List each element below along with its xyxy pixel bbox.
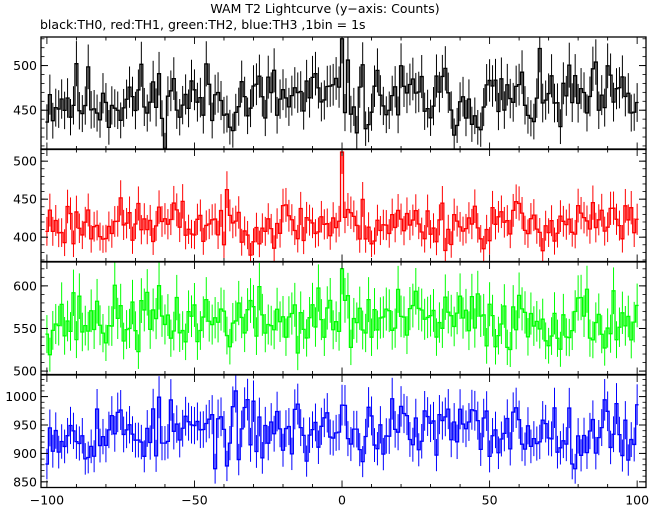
panel-th2: 500 550 600 [13, 261, 647, 379]
y-tick-label: 950 [13, 418, 37, 433]
y-tick-label: 450 [13, 192, 37, 207]
y-tick-label: 400 [13, 230, 37, 245]
y-tick-label: 600 [13, 278, 37, 293]
chart-subtitle: black:TH0, red:TH1, green:TH2, blue:TH3 … [40, 17, 366, 32]
lightcurve-th2 [45, 262, 639, 372]
y-tick-label: 450 [13, 103, 37, 118]
y-tick-label: 500 [13, 364, 37, 379]
y-tick-label: 1000 [5, 389, 37, 404]
y-tick-label: 500 [13, 154, 37, 169]
y-tick-label: 850 [13, 474, 37, 489]
panel-th3: 850 900 950 1000 [5, 374, 647, 489]
y-tick-label: 500 [13, 58, 37, 73]
y-tick-label: 900 [13, 446, 37, 461]
panels-group: 450 500 400 450 500 500 550 600 850 900 950 1000 [5, 36, 647, 489]
x-tick-label: 100 [625, 493, 649, 505]
x-tick-label: −50 [181, 493, 207, 505]
x-tick-label: −100 [30, 493, 64, 505]
x-tick-label: 0 [338, 493, 346, 505]
lightcurve-th3 [45, 375, 639, 484]
chart-title: WAM T2 Lightcurve (y−axis: Counts) [210, 1, 440, 16]
panel-th1: 400 450 500 [13, 148, 647, 263]
x-axis: −100 −50 0 50 100 [30, 493, 649, 505]
panel-th0: 450 500 [13, 36, 647, 151]
lightcurve-th1 [45, 149, 639, 262]
y-tick-label: 550 [13, 321, 37, 336]
x-tick-label: 50 [482, 493, 498, 505]
panel-frame [40, 374, 647, 489]
lightcurve-th0 [45, 37, 639, 150]
